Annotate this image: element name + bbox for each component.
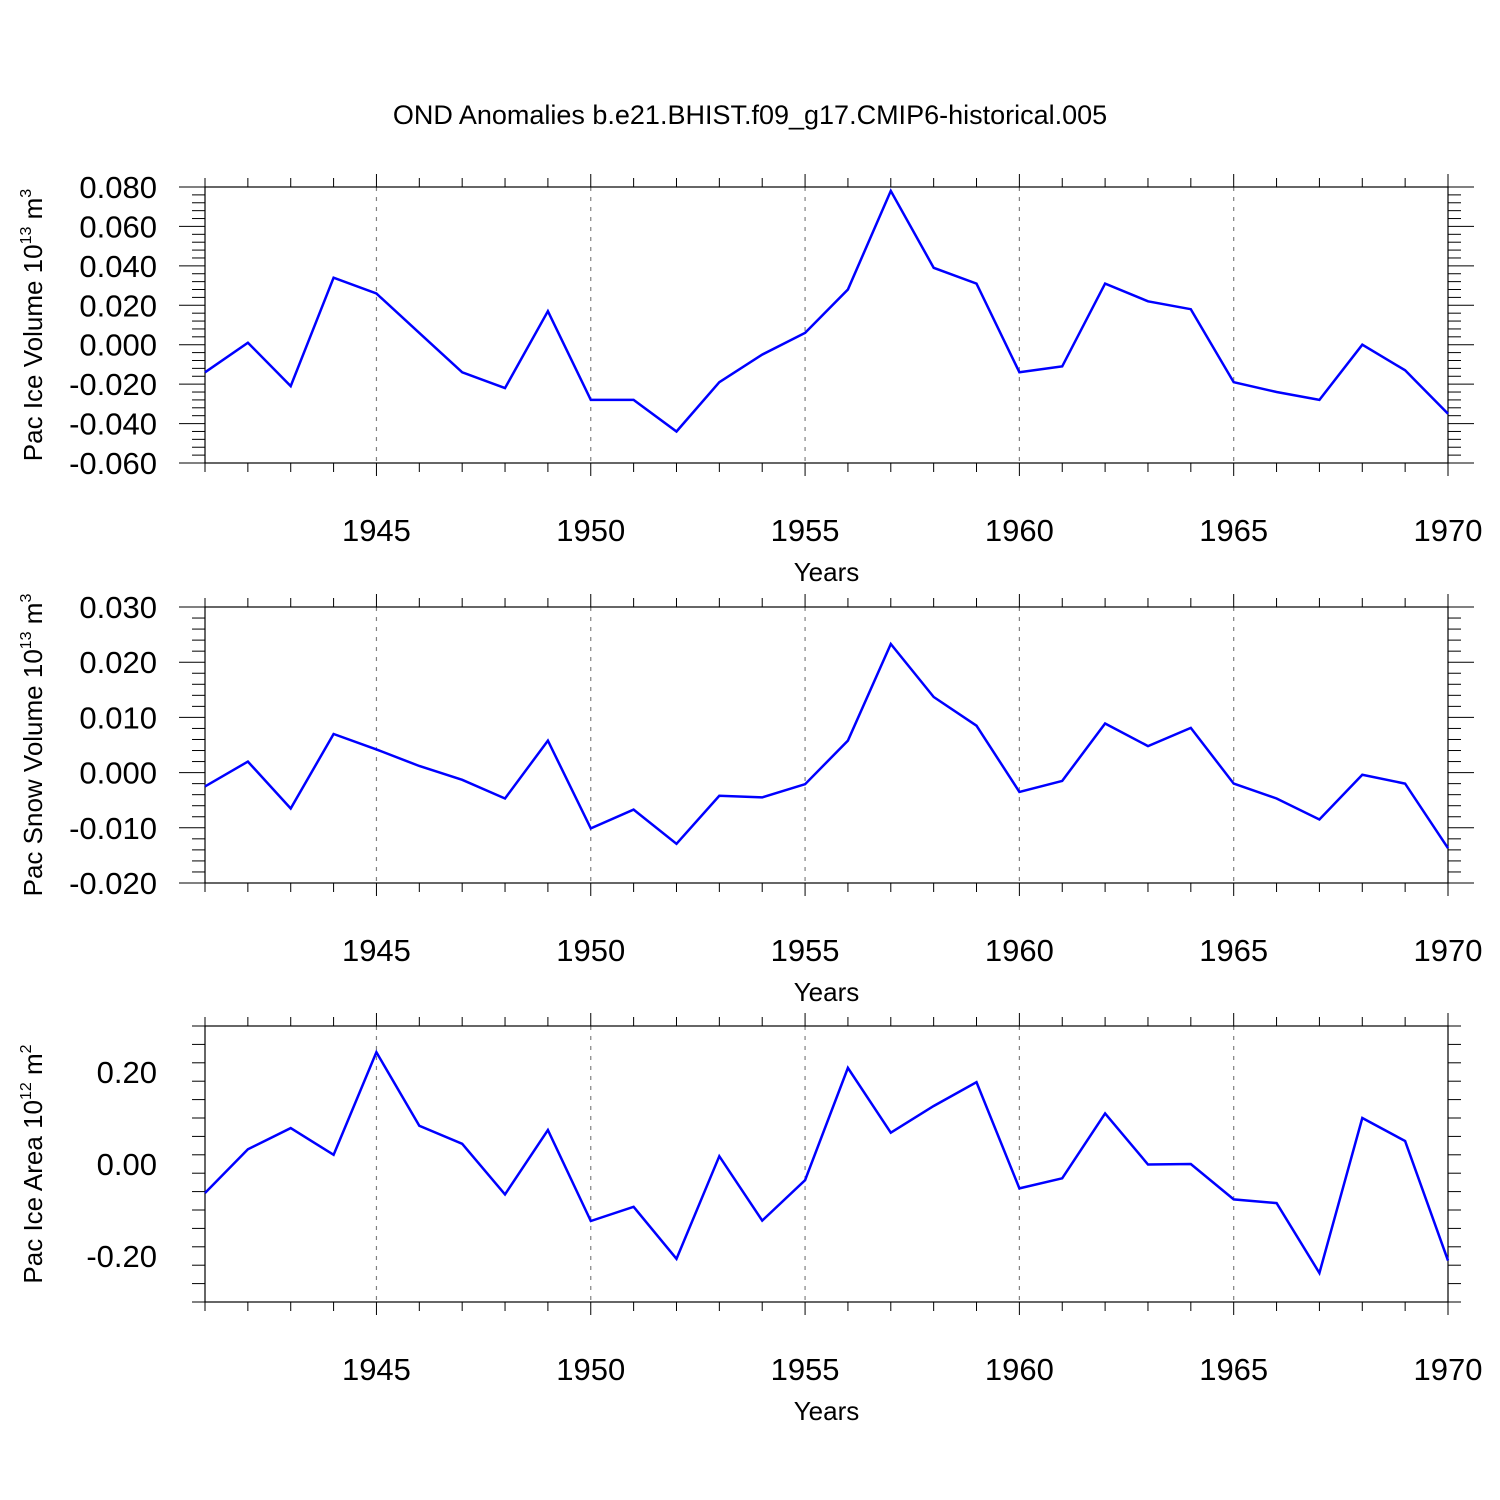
x-tick-label: 1965 xyxy=(1199,1352,1268,1387)
plot-frame xyxy=(204,606,1449,884)
x-tick-label: 1955 xyxy=(771,513,840,548)
x-tick-label: 1970 xyxy=(1414,513,1483,548)
x-tick-label: 1950 xyxy=(556,933,625,968)
y-tick-label: -0.040 xyxy=(69,407,157,442)
x-tick-label: 1950 xyxy=(556,1352,625,1387)
x-tick-label: 1960 xyxy=(985,513,1054,548)
y-tick-label: 0.20 xyxy=(97,1055,157,1090)
y-tick-label: 0.00 xyxy=(97,1147,157,1182)
series-line xyxy=(204,188,1449,434)
y-axis-label: Pac Ice Volume 1013 m3 xyxy=(18,189,48,462)
x-tick-label: 1950 xyxy=(556,513,625,548)
x-tick-label: 1965 xyxy=(1199,933,1268,968)
x-tick-label: 1945 xyxy=(342,513,411,548)
y-tick-label: -0.020 xyxy=(69,866,157,901)
series-line xyxy=(204,1049,1450,1277)
panels: -0.060 -0.040 -0.020 0.000 0.020 0.040 0.060 0.… xyxy=(18,170,1482,1426)
y-tick-label: 0.030 xyxy=(79,590,157,625)
figure-title: OND Anomalies b.e21.BHIST.f09_g17.CMIP6-… xyxy=(393,100,1107,130)
chart-panel-1: -0.060 -0.040 -0.020 0.000 0.020 0.040 0.060 0.… xyxy=(18,170,1482,587)
x-tick-label: 1960 xyxy=(985,933,1054,968)
y-tick-label: 0.000 xyxy=(79,328,157,363)
x-tick-label: 1955 xyxy=(771,1352,840,1387)
y-tick-label: 0.020 xyxy=(79,288,157,323)
y-tick-label: -0.060 xyxy=(69,446,157,481)
y-tick-label: 0.010 xyxy=(79,700,157,735)
x-axis-label: Years xyxy=(794,557,860,587)
y-axis-label: Pac Ice Area 1012 m2 xyxy=(18,1044,48,1283)
plot-frame xyxy=(204,186,1449,464)
y-axis-label: Pac Snow Volume 1013 m3 xyxy=(18,594,48,897)
y-tick-label: 0.080 xyxy=(79,170,157,205)
chart-panel-3: -0.20 0.00 0.20 1945 1950 1955 1960 1965 1970 Yea… xyxy=(18,1013,1482,1426)
x-tick-label: 1955 xyxy=(771,933,840,968)
x-tick-label: 1970 xyxy=(1414,1352,1483,1387)
x-tick-label: 1945 xyxy=(342,1352,411,1387)
y-tick-label: 0.040 xyxy=(79,249,157,284)
y-tick-label: 0.060 xyxy=(79,209,157,244)
x-tick-label: 1970 xyxy=(1414,933,1483,968)
x-tick-label: 1965 xyxy=(1199,513,1268,548)
x-axis-label: Years xyxy=(794,977,860,1007)
series-line xyxy=(204,641,1450,849)
x-tick-label: 1960 xyxy=(985,1352,1054,1387)
y-tick-label: -0.020 xyxy=(69,367,157,402)
y-tick-label: 0.020 xyxy=(79,645,157,680)
y-tick-label: 0.000 xyxy=(79,756,157,791)
plot-frame xyxy=(204,1025,1449,1303)
x-axis-label: Years xyxy=(794,1396,860,1426)
x-tick-label: 1945 xyxy=(342,933,411,968)
y-tick-label: -0.20 xyxy=(86,1239,157,1274)
chart-panel-2: -0.020 -0.010 0.000 0.010 0.020 0.030 1945 1950… xyxy=(18,590,1482,1007)
y-tick-label: -0.010 xyxy=(69,811,157,846)
